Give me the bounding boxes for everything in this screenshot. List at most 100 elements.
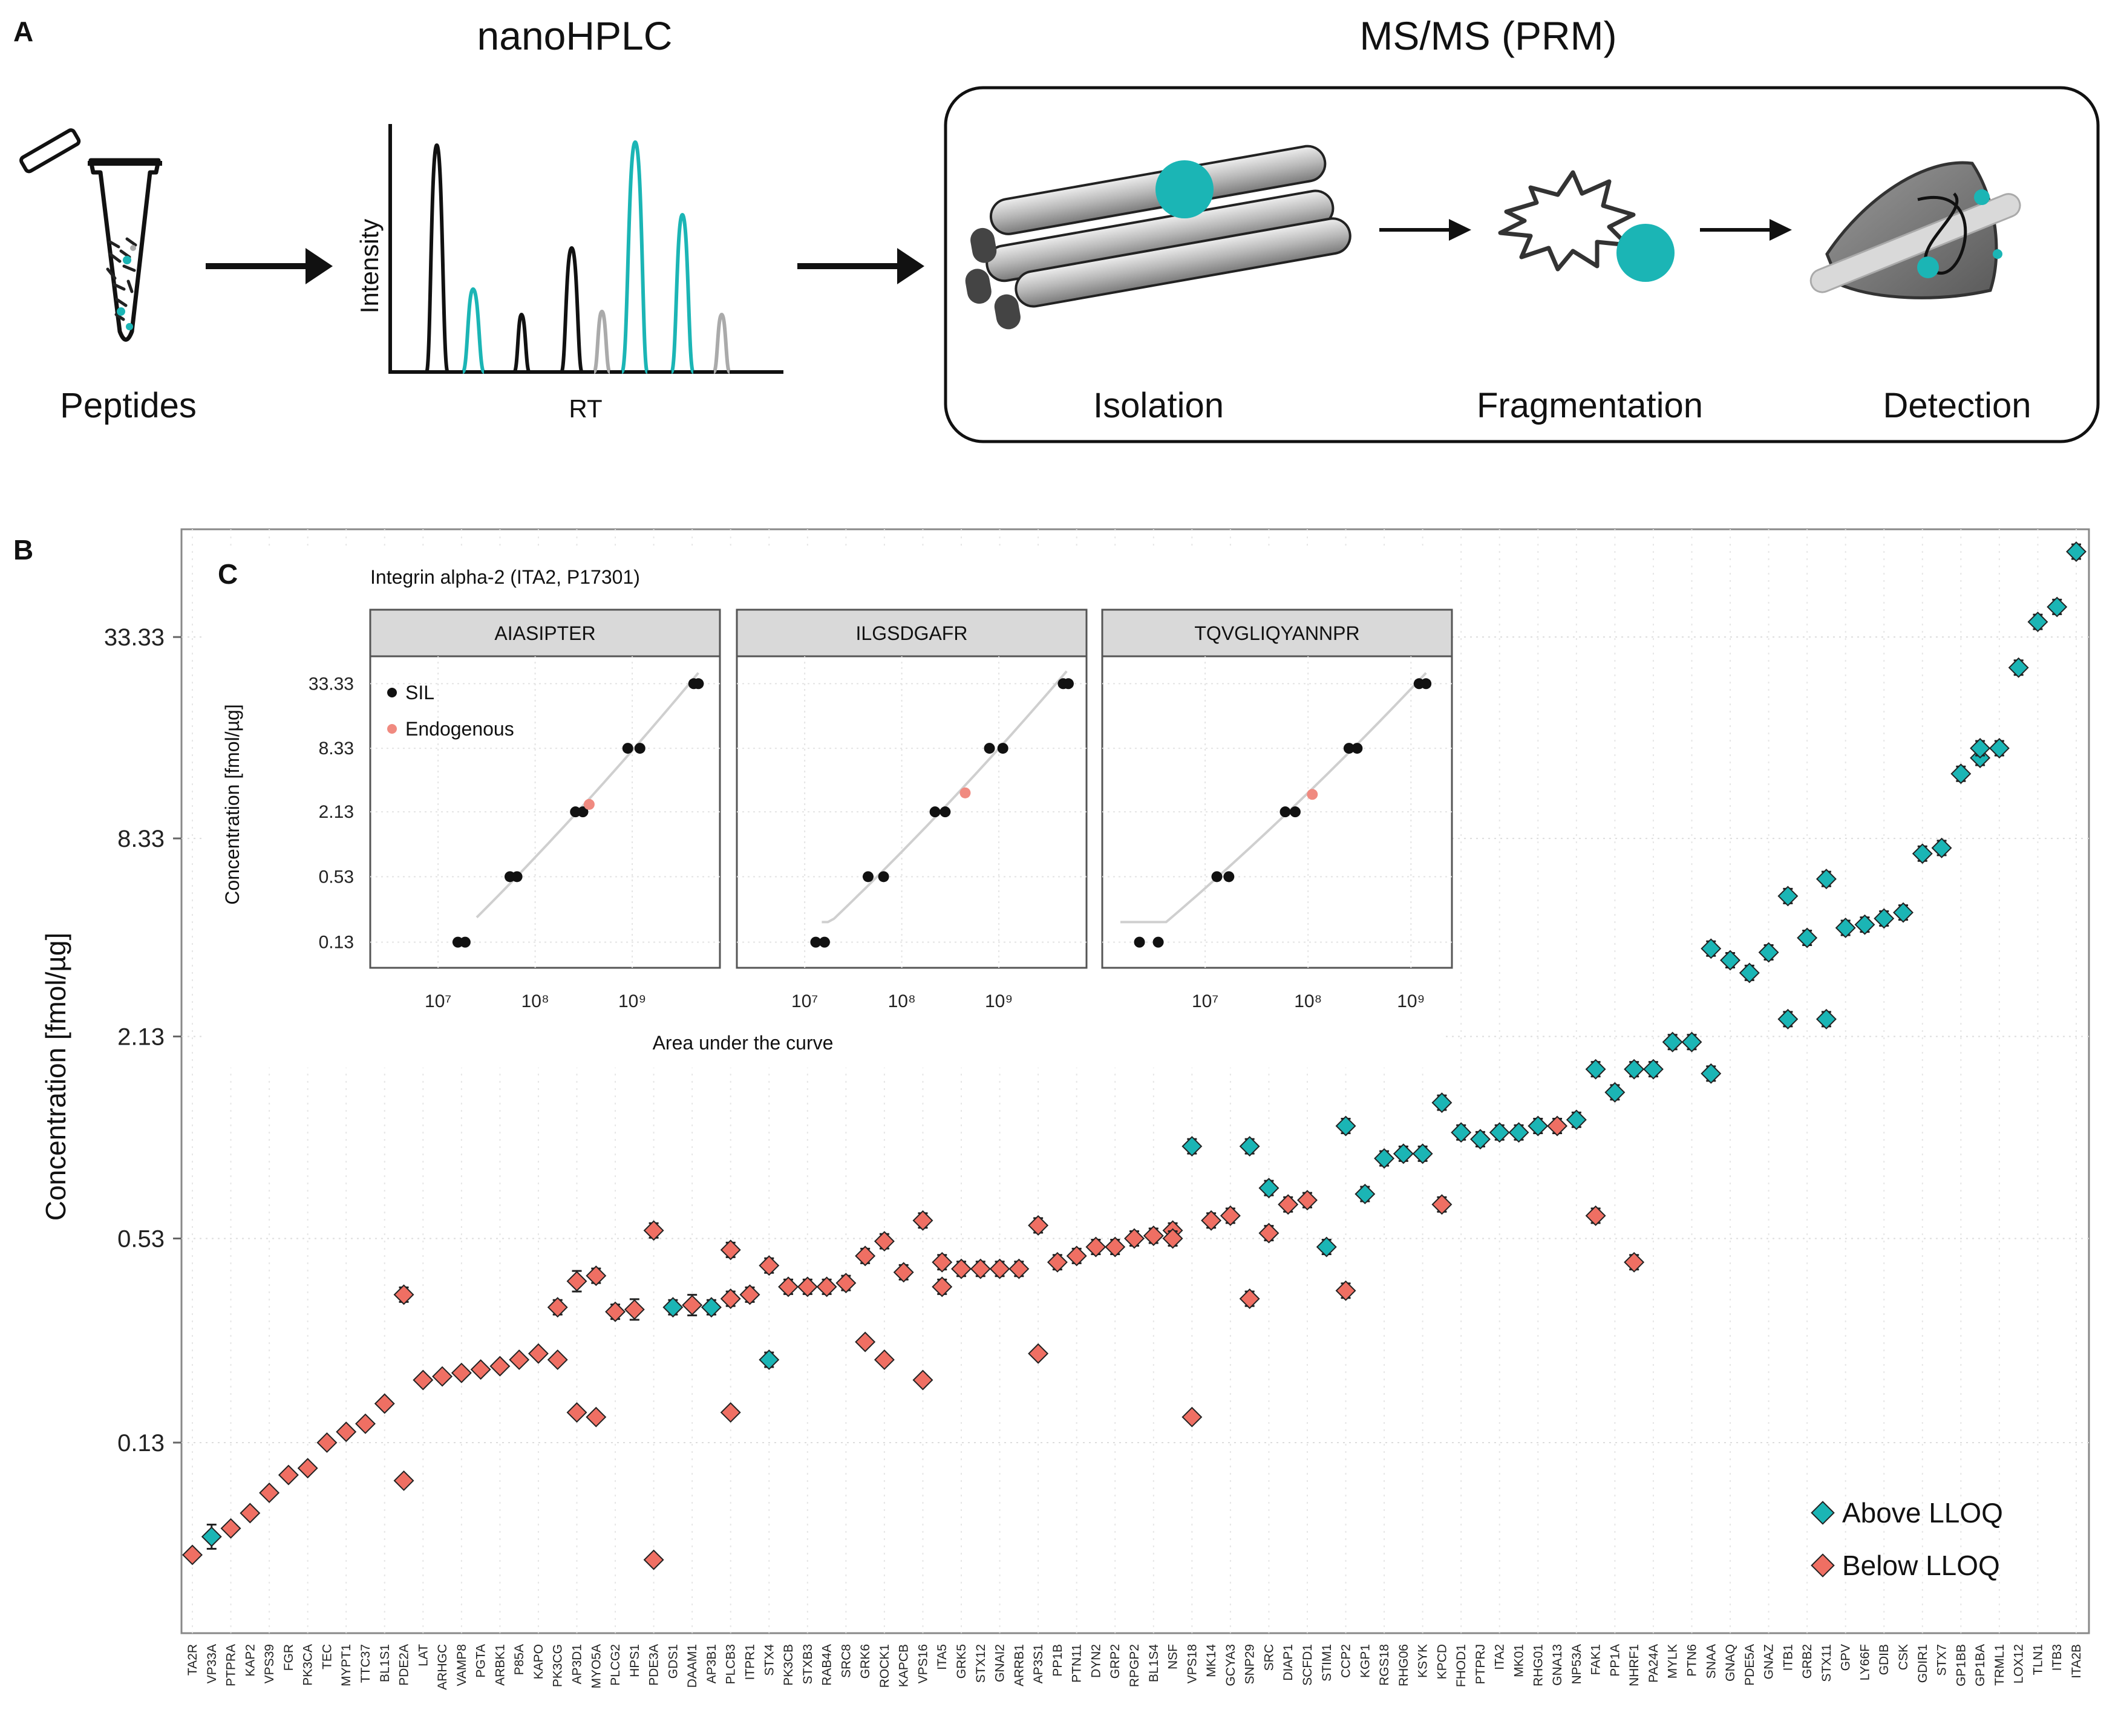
point-below-lloq: [720, 1288, 741, 1310]
point-above-lloq: [2027, 612, 2048, 633]
sil-point: [1351, 743, 1363, 754]
fragmentation-label: Fragmentation: [1477, 386, 1703, 425]
inset-y-tick-label: 0.53: [319, 867, 354, 887]
nanohplc-title: nanoHPLC: [477, 13, 673, 58]
point-below-lloq: [720, 1239, 741, 1261]
point-above-lloq: [1758, 942, 1779, 963]
x-tick-label: SRC: [1262, 1644, 1276, 1671]
point-below-lloq: [1431, 1194, 1453, 1215]
legend-below-label: Below LLOQ: [1842, 1550, 2000, 1581]
x-tick-label: PLCB3: [724, 1644, 738, 1685]
arrow-to-lc: [206, 248, 333, 284]
x-tick-label: VPS39: [263, 1644, 276, 1683]
facet-x-tick-label: 10⁹: [1397, 991, 1425, 1011]
x-tick-label: STX12: [974, 1644, 988, 1683]
x-tick-label: STX11: [1820, 1644, 1834, 1682]
point-below-lloq: [932, 1251, 953, 1273]
point-below-lloq: [220, 1518, 241, 1539]
point-above-lloq: [1335, 1115, 1356, 1137]
inset-y-tick-label: 33.33: [309, 674, 354, 694]
endogenous-point: [583, 798, 595, 810]
sil-point: [622, 743, 633, 754]
main-y-axis-title: Concentration [fmol/µg]: [40, 933, 71, 1221]
point-below-lloq: [720, 1402, 741, 1423]
point-above-lloq: [1950, 763, 1972, 785]
x-tick-label: DAAM1: [685, 1644, 699, 1688]
inset-legend: SIL Endogenous: [387, 682, 514, 740]
main-x-tick-labels: TA2R VP33A PTPRA KAP2 VPS39 FGR PK3CA TEC MYPT1 T…: [186, 1644, 2083, 1690]
y-tick-label: 8.33: [117, 826, 165, 852]
point-below-lloq: [1028, 1215, 1049, 1236]
point-above-lloq: [1604, 1082, 1626, 1103]
point-below-lloq: [1047, 1251, 1068, 1273]
panel-c-letter: C: [218, 558, 238, 590]
facet-x-tick-label: 10⁷: [425, 991, 451, 1011]
point-above-lloq: [1469, 1129, 1491, 1150]
point-above-lloq: [1258, 1178, 1279, 1199]
point-below-lloq: [1258, 1222, 1279, 1244]
main-data-points: [182, 541, 2087, 1570]
x-tick-label: VPS16: [916, 1644, 930, 1683]
legend-below-marker: [1811, 1553, 1835, 1578]
x-tick-label: ARHGC: [436, 1644, 449, 1690]
x-tick-label: MK01: [1512, 1644, 1526, 1677]
x-tick-label: PDE5A: [1743, 1644, 1757, 1686]
point-below-lloq: [1162, 1228, 1183, 1249]
point-below-lloq: [989, 1258, 1010, 1279]
point-above-lloq: [1451, 1122, 1472, 1143]
x-tick-label: PP1B: [1051, 1644, 1065, 1677]
x-tick-label: STXB3: [801, 1644, 815, 1685]
point-below-lloq: [932, 1276, 953, 1297]
point-below-lloq: [1547, 1115, 1568, 1137]
point-below-lloq: [605, 1301, 626, 1322]
sil-point: [1289, 806, 1301, 818]
point-above-lloq: [1662, 1031, 1683, 1052]
point-below-lloq: [970, 1258, 991, 1279]
point-below-lloq: [1066, 1245, 1087, 1267]
point-below-lloq: [816, 1276, 837, 1297]
facet-strip: [369, 609, 721, 658]
x-tick-label: PK3CG: [551, 1644, 565, 1687]
point-below-lloq: [278, 1464, 299, 1486]
ms-title: MS/MS (PRM): [1359, 13, 1616, 58]
inset-title: Integrin alpha-2 (ITA2, P17301): [370, 566, 640, 588]
point-below-lloq: [566, 1402, 587, 1423]
panel-b-letter: B: [13, 534, 33, 566]
peptide-tube-icon: [19, 128, 162, 342]
x-tick-label: ITB1: [1781, 1644, 1795, 1671]
x-tick-label: GNAQ: [1724, 1644, 1737, 1682]
x-tick-label: STX4: [762, 1644, 776, 1676]
facet-aiasipter: AIASIPTER 10⁷ 10⁸ 10⁹: [369, 609, 721, 1011]
x-tick-label: GRK6: [858, 1644, 872, 1679]
point-below-lloq: [547, 1297, 568, 1318]
x-tick-label: FHOD1: [1454, 1644, 1468, 1687]
point-below-lloq: [835, 1273, 857, 1294]
sil-point: [693, 678, 704, 690]
sil-point: [929, 806, 941, 818]
legend-above-marker: [1811, 1501, 1835, 1525]
point-above-lloq: [1642, 1059, 1664, 1080]
x-tick-label: KAPO: [532, 1644, 546, 1679]
point-above-lloq: [1181, 1136, 1203, 1157]
rt-axis-label: RT: [569, 394, 602, 423]
x-tick-label: VAMP8: [455, 1644, 469, 1686]
x-tick-label: MYLK: [1666, 1644, 1680, 1679]
point-above-lloq: [1815, 869, 1837, 890]
x-tick-label: PA24A: [1647, 1644, 1661, 1683]
point-below-lloq: [874, 1231, 895, 1252]
facet-strip-label: ILGSDGAFR: [856, 622, 968, 644]
sil-point: [984, 743, 995, 754]
point-below-lloq: [393, 1284, 414, 1305]
calibration-curve: [1120, 672, 1427, 924]
x-tick-label: SCFD1: [1301, 1644, 1315, 1686]
point-below-lloq: [509, 1349, 530, 1370]
x-tick-label: TTC37: [359, 1644, 373, 1683]
point-below-lloq: [393, 1470, 414, 1491]
x-tick-label: GRB2: [1800, 1644, 1814, 1679]
point-below-lloq: [586, 1406, 607, 1428]
point-above-lloq: [1681, 1031, 1702, 1052]
x-tick-label: AP3B1: [705, 1644, 719, 1683]
point-below-lloq: [912, 1210, 933, 1231]
x-tick-label: GP1BA: [1973, 1644, 1987, 1686]
